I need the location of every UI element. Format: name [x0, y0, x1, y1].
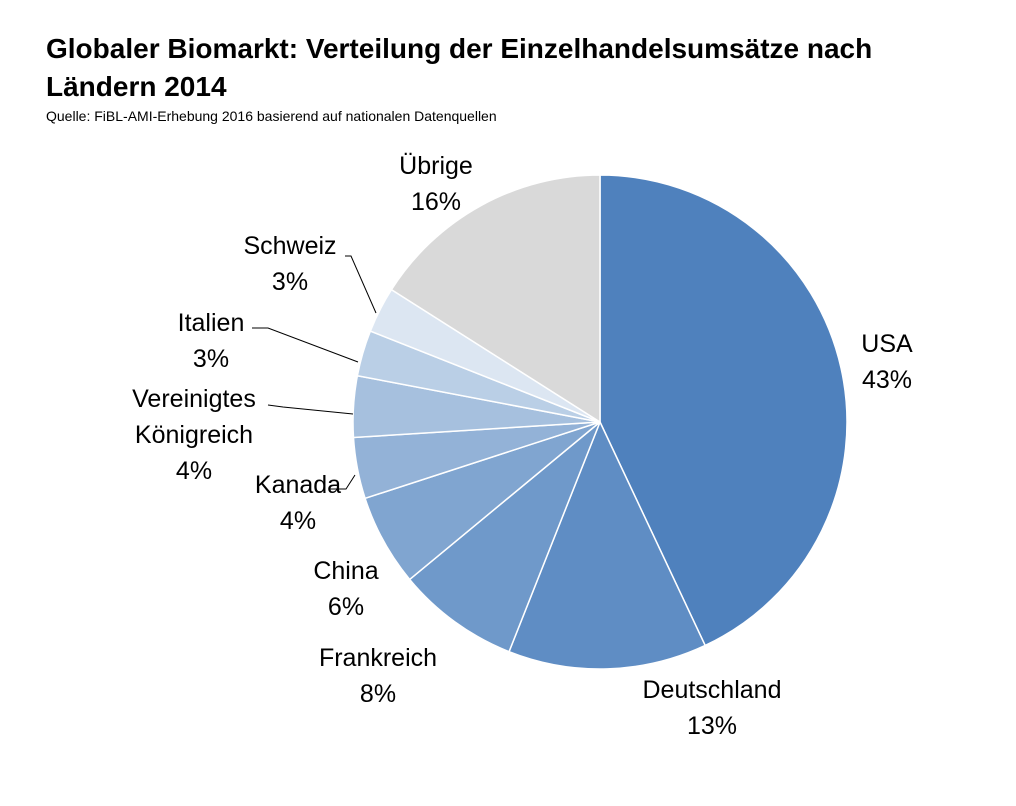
chart-title: Globaler Biomarkt: Verteilung der Einzel…: [46, 33, 873, 102]
chart-subtitle: Quelle: FiBL-AMI-Erhebung 2016 basierend…: [46, 108, 497, 124]
pie-slice-übrige: [390, 174, 601, 424]
slice-label: Kanada 4%: [255, 471, 341, 535]
leader-line: [345, 255, 377, 314]
pie-slice-usa: [599, 174, 848, 647]
slice-label: USA 43%: [861, 330, 913, 394]
pie-slice-frankreich: [408, 421, 601, 653]
slice-label: Frankreich 8%: [319, 644, 437, 708]
slice-label: Schweiz 3%: [243, 232, 336, 296]
slice-label: Übrige 16%: [399, 152, 473, 216]
pie-slice-deutschland: [508, 420, 707, 670]
slice-label: Italien 3%: [178, 309, 245, 373]
leader-line: [252, 327, 359, 363]
leader-line: [330, 474, 356, 490]
slice-label: China 6%: [313, 557, 378, 621]
slice-label: Deutschland 13%: [643, 676, 782, 740]
leader-line: [267, 404, 354, 415]
slice-label: Vereinigtes Königreich 4%: [132, 385, 256, 485]
